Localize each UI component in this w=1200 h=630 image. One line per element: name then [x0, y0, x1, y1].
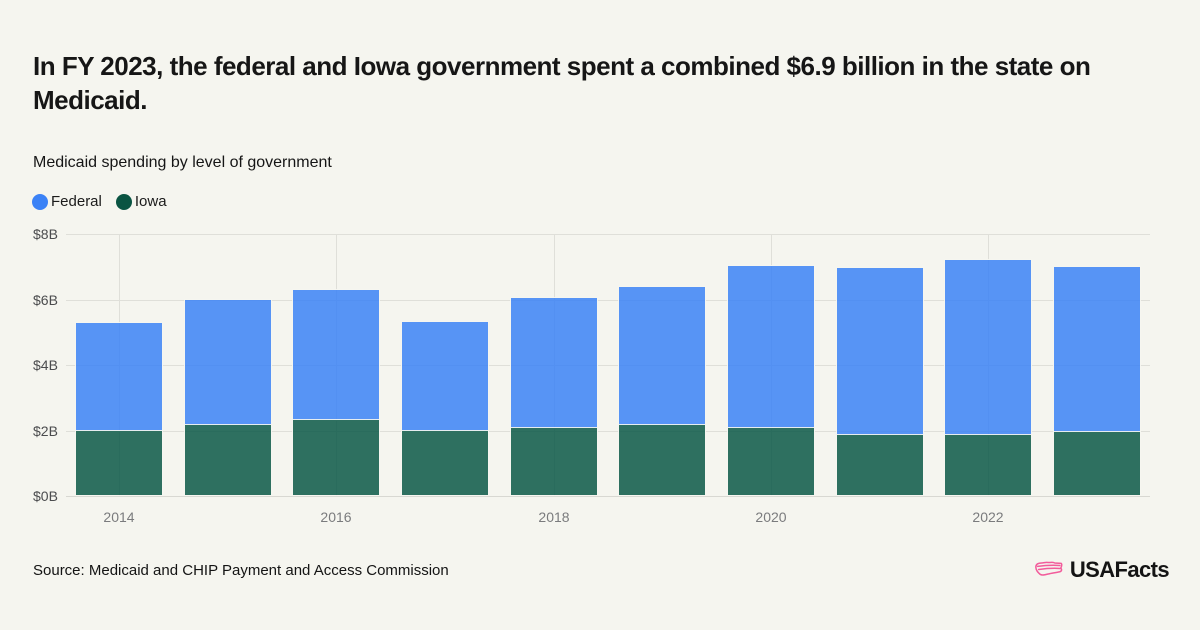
federal-series-dot-icon	[32, 193, 48, 210]
bar-2014-federal-segment[interactable]	[76, 322, 162, 432]
usa-map-outline-icon	[1034, 561, 1063, 576]
bar-2020-federal-segment[interactable]	[728, 265, 814, 428]
bar-2022	[945, 260, 1031, 495]
bar-2015-iowa-segment[interactable]	[185, 425, 271, 495]
y-tick-8b: $8B	[33, 226, 58, 242]
bar-2021	[837, 268, 923, 495]
bar-2022-iowa-segment[interactable]	[945, 435, 1031, 495]
bar-2019-federal-segment[interactable]	[619, 286, 705, 425]
gridline-2b	[66, 431, 1150, 432]
gridline-4b	[66, 365, 1150, 366]
bar-2016-iowa-segment[interactable]	[293, 419, 379, 495]
legend-item-federal[interactable]: Federal	[32, 193, 102, 210]
bar-2017	[402, 322, 488, 495]
bar-2018	[511, 297, 597, 495]
bar-2020-iowa-segment[interactable]	[728, 427, 814, 495]
bar-2023	[1054, 267, 1140, 495]
gridline-6b	[66, 300, 1150, 301]
bar-2021-iowa-segment[interactable]	[837, 434, 923, 495]
bar-2023-iowa-segment[interactable]	[1054, 431, 1140, 495]
bar-2017-federal-segment[interactable]	[402, 322, 488, 432]
legend-label-federal: Federal	[51, 193, 102, 210]
x-tick-2018: 2018	[538, 509, 570, 525]
chart-subtitle: Medicaid spending by level of government	[33, 154, 332, 171]
bar-2017-iowa-segment[interactable]	[402, 431, 488, 495]
bar-2023-federal-segment[interactable]	[1054, 267, 1140, 432]
legend-label-iowa: Iowa	[134, 193, 167, 210]
chart-legend: Federal Iowa	[32, 193, 167, 210]
y-tick-2b: $2B	[33, 422, 58, 439]
bar-2014-iowa-segment[interactable]	[76, 431, 162, 495]
bar-2015	[185, 300, 271, 495]
x-tick-2016: 2016	[320, 509, 352, 525]
bar-2021-federal-segment[interactable]	[837, 268, 923, 435]
bar-2014	[76, 322, 162, 495]
gridline-8b	[66, 234, 1150, 235]
x-tick-2022: 2022	[972, 509, 1004, 525]
legend-item-iowa[interactable]: Iowa	[115, 193, 167, 210]
y-tick-6b: $6B	[33, 291, 58, 308]
x-axis-baseline	[66, 496, 1150, 497]
bar-2016	[293, 290, 379, 495]
bar-2018-iowa-segment[interactable]	[511, 427, 597, 495]
bar-2019-iowa-segment[interactable]	[619, 424, 705, 495]
bar-2019	[619, 286, 705, 495]
logo-text: USAFacts	[1069, 557, 1170, 582]
x-tick-2020: 2020	[755, 509, 787, 525]
iowa-series-dot-icon	[115, 193, 132, 210]
bar-2015-federal-segment[interactable]	[185, 300, 271, 426]
usafacts-logo: USAFacts	[1033, 557, 1170, 583]
x-tick-2014: 2014	[103, 509, 135, 525]
y-tick-4b: $4B	[33, 357, 58, 373]
bar-2016-federal-segment[interactable]	[293, 290, 379, 420]
source-attribution: Source: Medicaid and CHIP Payment and Ac…	[33, 562, 449, 579]
plot-area	[66, 234, 1150, 497]
bar-2018-federal-segment[interactable]	[511, 297, 597, 428]
y-tick-0b: $0B	[33, 488, 58, 504]
page-title: In FY 2023, the federal and Iowa governm…	[33, 51, 1091, 115]
bar-2022-federal-segment[interactable]	[945, 260, 1031, 436]
bar-2020	[728, 265, 814, 495]
